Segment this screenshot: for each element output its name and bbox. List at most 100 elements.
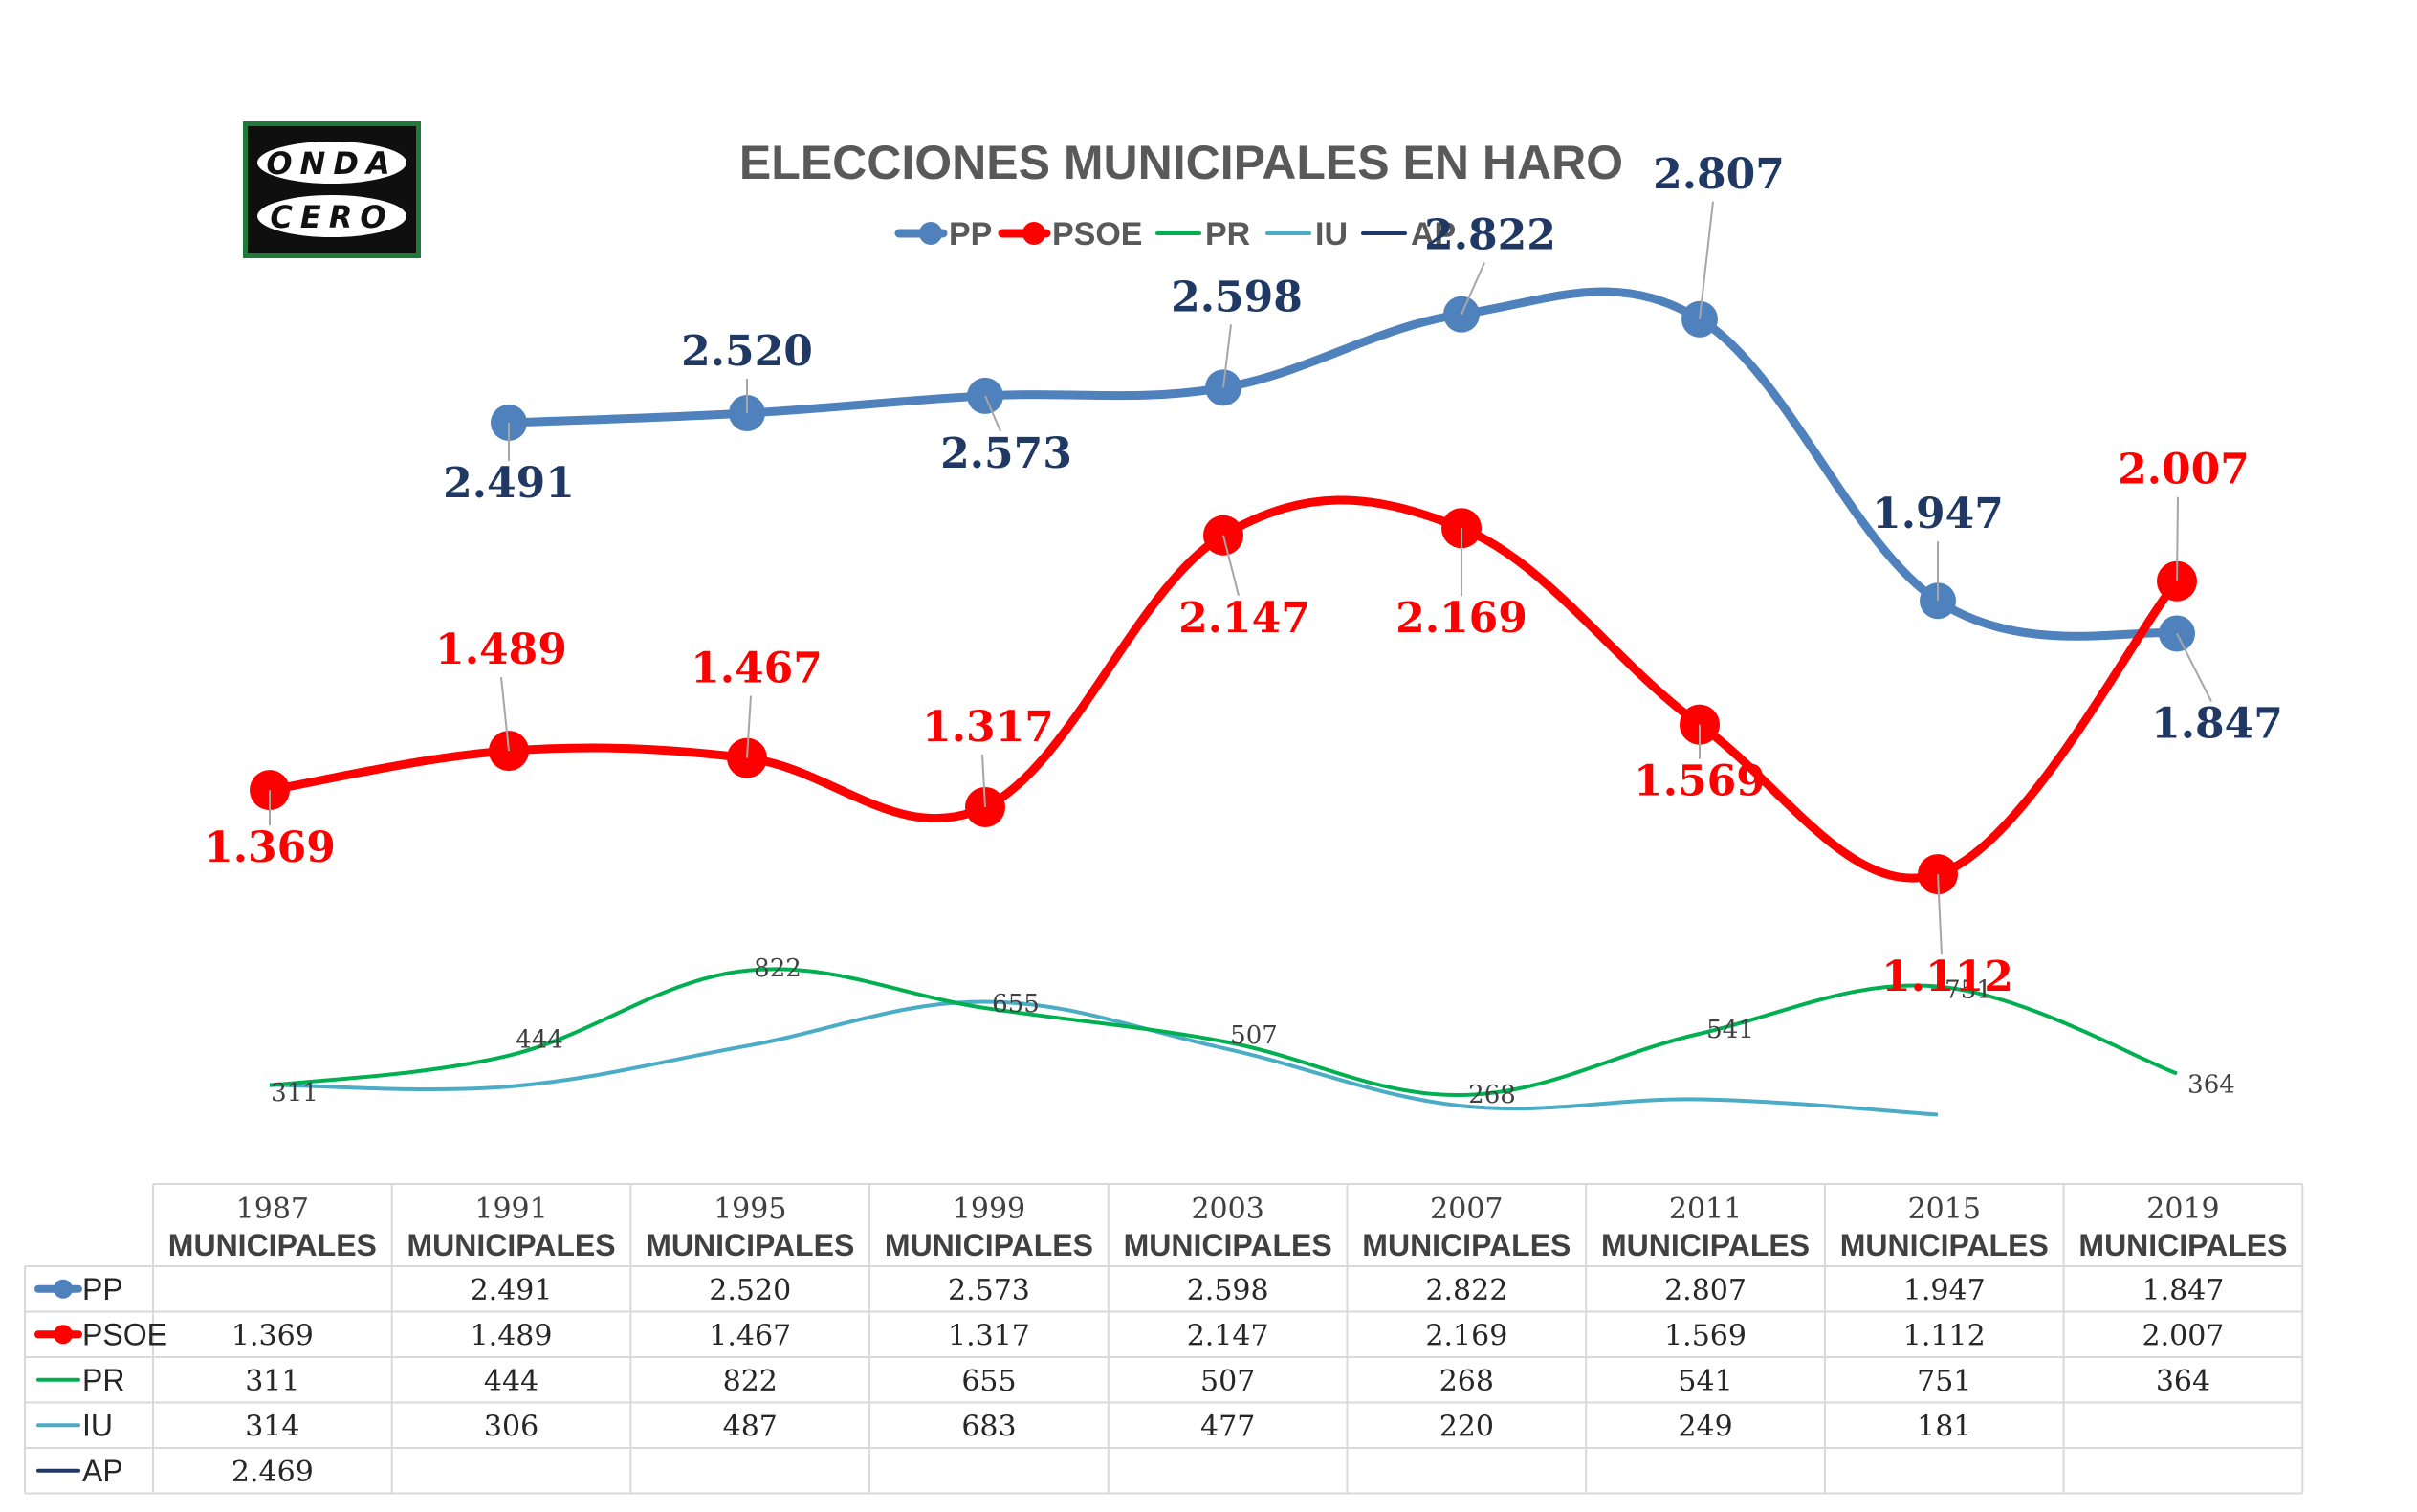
data-table: 1987MUNICIPALES1991MUNICIPALES1995MUNICI… [24, 1183, 2304, 1495]
onda-cero-logo-art: ONDA CERO [257, 142, 406, 237]
table-cell: 2.807 [1664, 1274, 1747, 1307]
table-cell: 1.369 [231, 1319, 314, 1352]
data-label-psoe: 2.147 [1178, 594, 1310, 643]
leader-line [500, 676, 510, 752]
table-series-name: PSOE [82, 1317, 167, 1351]
data-label-pp: 2.573 [940, 429, 1072, 478]
data-label-pp: 2.598 [1171, 273, 1303, 321]
data-label-pp: 1.947 [1872, 490, 2004, 538]
table-cell: 364 [2156, 1365, 2210, 1398]
data-label-pr: 311 [271, 1079, 319, 1107]
leader-line [1222, 324, 1232, 388]
series-lines [250, 287, 2197, 1117]
leader-line [984, 395, 1001, 432]
data-label-pr: 507 [1230, 1021, 1278, 1050]
data-label-pr: 541 [1706, 1016, 1754, 1044]
leader-line [2176, 633, 2212, 702]
series-line-iu [269, 999, 1939, 1117]
table-header-year: 2007 [1430, 1193, 1503, 1226]
table-cell: 181 [1917, 1410, 1971, 1443]
leader-line [746, 695, 752, 758]
table-cell: 2.598 [1187, 1274, 1269, 1307]
data-label-pp: 2.520 [681, 327, 813, 376]
table-cell: 220 [1439, 1410, 1494, 1443]
table-cell: 249 [1678, 1410, 1732, 1443]
chart-title: ELECCIONES MUNICIPALES EN HARO [739, 136, 1623, 189]
table-cell: 655 [961, 1365, 1016, 1398]
series-line-pr [269, 967, 2178, 1098]
table-series-name: PP [82, 1272, 123, 1306]
table-header-label: MUNICIPALES [168, 1228, 377, 1262]
table-series-name: IU [82, 1408, 113, 1442]
table-header-year: 1999 [953, 1193, 1025, 1226]
legend-label-pr: PR [1205, 216, 1250, 252]
table-cell: 751 [1917, 1365, 1971, 1398]
table-cell: 477 [1200, 1410, 1255, 1443]
data-label-pp: 2.822 [1424, 211, 1556, 260]
legend-label-psoe: PSOE [1052, 216, 1142, 252]
leader-line [2176, 496, 2179, 581]
data-label-psoe: 1.569 [1634, 757, 1766, 806]
leader-line [981, 754, 986, 808]
legend: PP PSOE PR IU AP [894, 216, 1456, 252]
table-series-name: AP [82, 1454, 123, 1488]
table-header-year: 2019 [2146, 1193, 2219, 1226]
table-header-label: MUNICIPALES [1124, 1228, 1332, 1262]
data-label-pr: 268 [1468, 1081, 1516, 1109]
table-header-year: 1995 [714, 1193, 786, 1226]
table-cell: 1.112 [1903, 1319, 1986, 1352]
legend-label-iu: IU [1315, 216, 1348, 252]
data-label-pr: 751 [1945, 976, 1992, 1005]
table-cell: 1.489 [471, 1319, 553, 1352]
table-cell: 306 [484, 1410, 538, 1443]
table-cell: 507 [1200, 1365, 1255, 1398]
table-cell: 487 [723, 1410, 778, 1443]
data-label-pr: 364 [2187, 1070, 2235, 1099]
table-cell: 2.491 [471, 1274, 553, 1307]
table-marker-pp [54, 1279, 73, 1299]
table-cell: 2.469 [231, 1456, 314, 1489]
table-cell: 822 [723, 1365, 778, 1398]
table-cell: 1.847 [2142, 1274, 2225, 1307]
data-label-pp: 1.847 [2151, 699, 2283, 748]
series-line-psoe [265, 495, 2182, 883]
table-header-year: 1987 [236, 1193, 309, 1226]
data-label-pr: 822 [754, 954, 802, 983]
table-header-year: 2003 [1191, 1193, 1263, 1226]
table-cell: 2.520 [709, 1274, 791, 1307]
data-label-psoe: 1.467 [691, 645, 823, 693]
table-header-label: MUNICIPALES [646, 1228, 854, 1262]
table-cell: 1.317 [948, 1319, 1030, 1352]
leader-line [1461, 262, 1485, 316]
table-cell: 541 [1678, 1365, 1732, 1398]
table-cell: 2.822 [1425, 1274, 1507, 1307]
table-cell: 311 [245, 1365, 299, 1398]
table-header-year: 2015 [1908, 1193, 1981, 1226]
data-label-pr: 444 [516, 1026, 563, 1055]
series-line-pp [504, 287, 2182, 641]
data-label-psoe: 2.169 [1395, 594, 1527, 643]
table-series-name: PR [82, 1363, 124, 1397]
leader-line [1937, 874, 1943, 955]
table-marker-psoe [54, 1325, 73, 1345]
table-cell: 1.569 [1664, 1319, 1747, 1352]
legend-label-pp: PP [949, 216, 992, 252]
table-cell: 1.467 [709, 1319, 791, 1352]
table-header-label: MUNICIPALES [885, 1228, 1093, 1262]
table-cell: 268 [1439, 1365, 1494, 1398]
data-label-pr: 655 [992, 990, 1040, 1019]
logo-line1: ONDA [266, 145, 397, 182]
leader-line [1222, 535, 1240, 597]
data-label-psoe: 1.112 [1881, 953, 2013, 1001]
logo-line2: CERO [270, 199, 393, 235]
table-cell: 683 [961, 1410, 1016, 1443]
table-cell: 2.573 [948, 1274, 1030, 1307]
data-label-pp: 2.491 [443, 459, 575, 508]
table-cell: 2.147 [1187, 1319, 1269, 1352]
table-header-label: MUNICIPALES [1840, 1228, 2049, 1262]
legend-marker-psoe [1022, 222, 1045, 245]
data-label-psoe: 1.489 [435, 625, 567, 674]
leader-line [1699, 201, 1714, 319]
legend-marker-pp [919, 222, 942, 245]
